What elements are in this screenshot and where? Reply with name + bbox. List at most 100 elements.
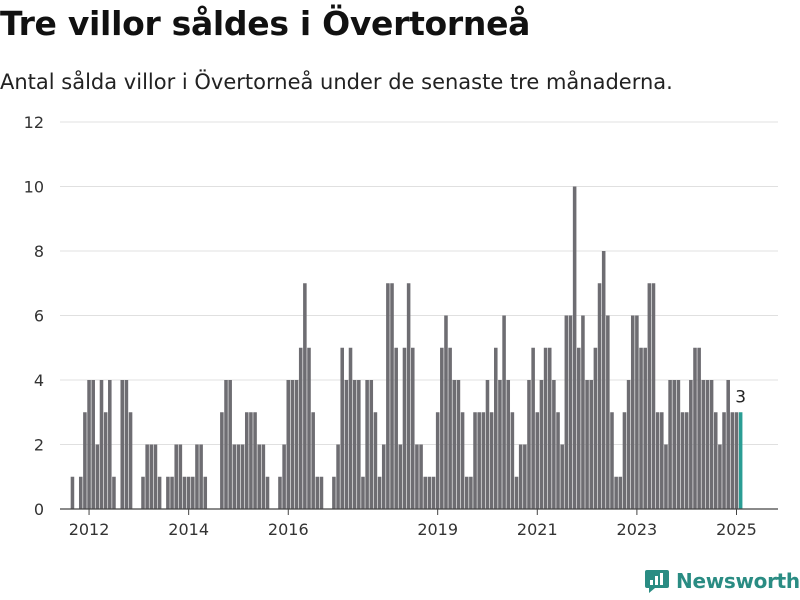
bar xyxy=(224,380,228,509)
bar xyxy=(261,444,266,509)
bar xyxy=(108,380,112,509)
bar xyxy=(635,315,639,509)
x-tick-label: 2021 xyxy=(517,520,558,539)
bar xyxy=(290,380,295,509)
bar xyxy=(581,315,585,509)
y-tick-label: 0 xyxy=(34,500,44,519)
bar xyxy=(120,380,125,509)
bar xyxy=(535,412,540,509)
bar xyxy=(668,380,672,509)
bar xyxy=(647,283,652,509)
bar xyxy=(369,380,374,509)
bar xyxy=(315,476,320,509)
bar xyxy=(128,412,133,509)
bar xyxy=(593,347,598,509)
bar xyxy=(705,380,710,509)
bar xyxy=(282,444,286,509)
bar xyxy=(419,444,423,509)
bar xyxy=(701,380,706,509)
bar xyxy=(494,347,498,509)
bar xyxy=(99,380,104,509)
bar xyxy=(456,380,461,509)
bar xyxy=(639,347,643,509)
bar xyxy=(672,380,677,509)
bar xyxy=(676,380,681,509)
bar xyxy=(415,444,419,509)
bar xyxy=(427,476,432,509)
bar xyxy=(527,380,531,509)
bar xyxy=(365,380,369,509)
bar xyxy=(718,444,722,509)
bar xyxy=(568,315,573,509)
bar xyxy=(713,412,718,509)
bar xyxy=(199,444,203,509)
bar xyxy=(514,476,519,509)
bar xyxy=(722,412,726,509)
x-tick-label: 2019 xyxy=(417,520,458,539)
bar xyxy=(552,380,556,509)
bar xyxy=(153,444,158,509)
bar xyxy=(693,347,697,509)
bar xyxy=(402,347,407,509)
bar xyxy=(523,444,527,509)
bar xyxy=(680,412,685,509)
bar xyxy=(556,412,560,509)
chart-title: Tre villor såldes i Övertorneå xyxy=(0,4,531,43)
bar xyxy=(240,444,245,509)
bar xyxy=(606,315,610,509)
bar xyxy=(95,444,100,509)
bar xyxy=(182,476,187,509)
bar xyxy=(278,476,282,509)
y-tick-label: 12 xyxy=(24,113,44,132)
bar xyxy=(124,380,129,509)
bar xyxy=(381,444,386,509)
bar xyxy=(469,476,473,509)
bar xyxy=(257,444,261,509)
bar xyxy=(103,412,108,509)
bar xyxy=(311,412,315,509)
bar xyxy=(498,380,502,509)
bar xyxy=(344,380,349,509)
bar xyxy=(684,412,689,509)
bar-chart: 0 2 4 6 8 10 12 2012 2014 2016 2019 2021 2023 2025 3 xyxy=(24,113,778,539)
bar xyxy=(655,412,660,509)
bar xyxy=(170,476,174,509)
bar xyxy=(444,315,448,509)
bar xyxy=(547,347,552,509)
bar xyxy=(572,186,577,509)
x-tick-label: 2023 xyxy=(617,520,658,539)
x-tick-label: 2012 xyxy=(69,520,110,539)
bar xyxy=(390,283,394,509)
bar xyxy=(564,315,569,509)
bar xyxy=(730,412,735,509)
bar xyxy=(166,476,170,509)
bar xyxy=(423,476,428,509)
bar xyxy=(78,476,83,509)
y-tick-label: 10 xyxy=(24,178,44,197)
x-tick-label: 2025 xyxy=(716,520,757,539)
bar xyxy=(643,347,647,509)
bar xyxy=(157,476,162,509)
bar xyxy=(191,476,195,509)
bar xyxy=(307,347,311,509)
bar xyxy=(506,380,511,509)
bar xyxy=(195,444,199,509)
bar xyxy=(336,444,340,509)
bar xyxy=(539,380,544,509)
bar xyxy=(543,347,548,509)
bar xyxy=(348,347,353,509)
bar xyxy=(485,380,490,509)
bar xyxy=(531,347,535,509)
bar xyxy=(203,476,208,509)
bar xyxy=(597,283,602,509)
bar xyxy=(477,412,481,509)
bar xyxy=(622,412,627,509)
bar xyxy=(726,380,730,509)
bar xyxy=(303,283,307,509)
brand-logo: Newsworthy xyxy=(644,568,800,594)
bar xyxy=(265,476,270,509)
bar xyxy=(145,444,149,509)
bar xyxy=(406,283,411,509)
bar xyxy=(83,412,87,509)
bar xyxy=(249,412,253,509)
